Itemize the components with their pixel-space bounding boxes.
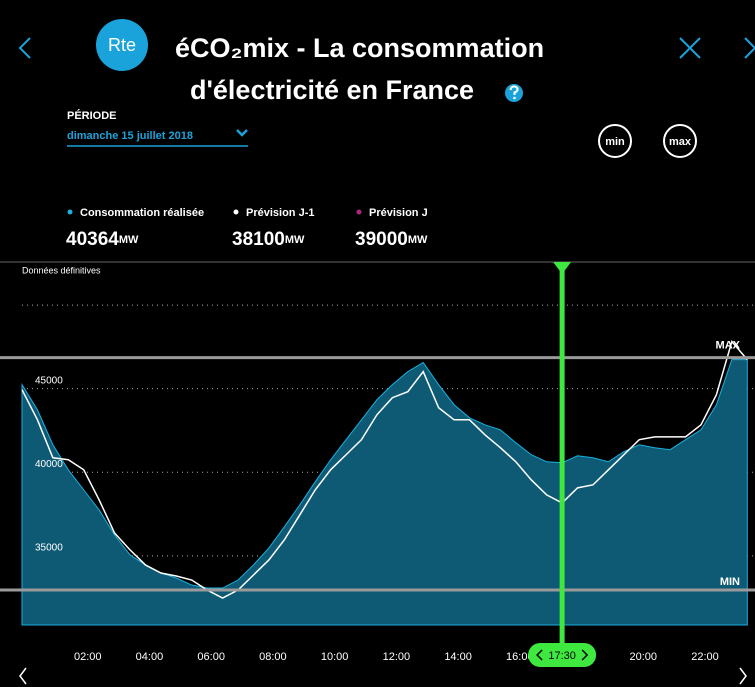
legend-dot [233, 209, 239, 215]
x-tick-label: 02:00 [74, 651, 102, 663]
x-tick-label: 16:00 [506, 651, 534, 663]
forecast-line [21, 339, 748, 599]
legend-value: 38100MW [232, 229, 305, 250]
title-line2: d'électricité en France [190, 75, 474, 105]
close-button[interactable] [679, 37, 701, 59]
logo: Rte [108, 35, 136, 55]
legend-number: 40364 [66, 229, 119, 250]
period-label: PÉRIODE [67, 109, 117, 122]
x-tick-label: 22:00 [691, 651, 719, 663]
legend-unit: MW [285, 234, 305, 246]
y-tick-label: 35000 [35, 543, 63, 554]
x-tick-label: 08:00 [259, 651, 287, 663]
period-value[interactable]: dimanche 15 juillet 2018 [67, 130, 193, 142]
y-tick-label: 45000 [35, 375, 63, 386]
x-tick-label: 10:00 [321, 651, 349, 663]
cursor-left-chevron [536, 649, 543, 661]
legend-value: 39000MW [355, 229, 428, 250]
period-chevron[interactable] [236, 129, 248, 137]
x-tick-label: 04:00 [136, 651, 164, 663]
prev-arrow[interactable] [18, 37, 31, 59]
legend-dot [356, 209, 362, 215]
legend-unit: MW [119, 234, 139, 246]
x-tick-label: 14:00 [444, 651, 472, 663]
legend-number: 39000 [355, 229, 408, 250]
chart-prev[interactable] [19, 667, 27, 685]
x-tick-label: 20:00 [629, 651, 657, 663]
min-button[interactable] [598, 124, 632, 158]
legend-dot [67, 209, 73, 215]
logo-circle [96, 19, 148, 71]
max-button-label[interactable]: max [669, 136, 692, 148]
min-button-label[interactable]: min [605, 136, 625, 148]
chart-note: Données définitives [22, 265, 101, 275]
legend-name: Prévision J-1 [246, 207, 314, 219]
legend-number: 38100 [232, 229, 285, 250]
chart-next[interactable] [739, 667, 747, 685]
x-tick-label: 06:00 [197, 651, 225, 663]
help-icon[interactable] [505, 84, 523, 102]
legend-name: Consommation réalisée [80, 207, 204, 219]
max-button[interactable] [663, 124, 697, 158]
x-tick-label: 12:00 [383, 651, 411, 663]
cursor-badge[interactable] [528, 643, 597, 667]
next-arrow[interactable] [744, 37, 755, 59]
min-line-label: MIN [720, 576, 740, 588]
legend-value: 40364MW [66, 229, 139, 250]
legend-unit: MW [408, 234, 428, 246]
max-line-label: MAX [716, 339, 741, 351]
title-line1: éCO₂mix - La consommation [175, 33, 544, 63]
cursor-handle-top [553, 262, 572, 274]
legend-name: Prévision J [369, 207, 428, 219]
y-tick-label: 40000 [35, 459, 63, 470]
cursor-right-chevron [581, 649, 589, 661]
cursor-label: 17:30 [548, 650, 576, 662]
